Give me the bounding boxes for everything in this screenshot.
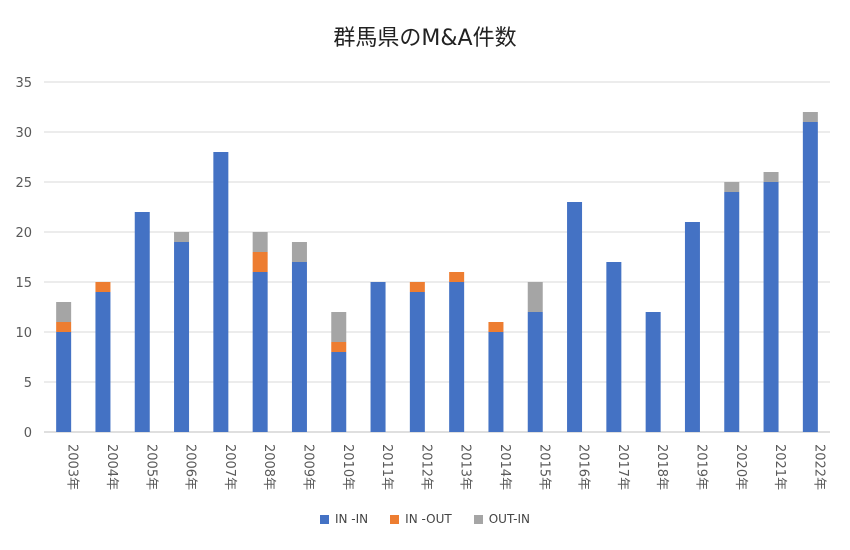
bar-in-in — [724, 192, 740, 432]
x-tick-label: 2018年 — [654, 444, 669, 490]
bar-in-out — [95, 282, 111, 292]
x-tick-label: 2006年 — [183, 444, 198, 490]
bar-in-in — [252, 272, 268, 432]
x-tick-label: 2010年 — [340, 444, 355, 490]
bar-in-in — [56, 332, 72, 432]
bar-in-in — [527, 312, 543, 432]
y-tick-label: 35 — [15, 76, 32, 91]
x-tick-label: 2015年 — [536, 444, 551, 490]
bar-in-in — [645, 312, 661, 432]
bar-out-in — [724, 182, 740, 192]
y-tick-label: 15 — [15, 276, 32, 291]
bar-in-in — [134, 212, 150, 432]
bar-out-in — [763, 172, 779, 182]
bar-out-in — [252, 232, 268, 252]
bar-in-out — [331, 342, 347, 352]
legend-item: IN -IN — [319, 512, 369, 526]
x-tick-label: 2008年 — [261, 444, 276, 490]
bar-out-in — [291, 242, 307, 262]
x-tick-label: 2005年 — [143, 444, 158, 490]
legend-swatch — [319, 514, 329, 524]
x-tick-label: 2012年 — [418, 444, 433, 490]
x-tick-label: 2019年 — [693, 444, 708, 490]
x-tick-label: 2004年 — [104, 444, 119, 490]
bar-out-in — [802, 112, 818, 122]
y-tick-label: 30 — [15, 126, 32, 141]
bar-out-in — [527, 282, 543, 312]
bar-in-in — [606, 262, 622, 432]
bar-out-in — [331, 312, 347, 342]
y-tick-label: 5 — [24, 376, 32, 391]
bar-in-out — [409, 282, 425, 292]
bar-in-in — [802, 122, 818, 432]
bar-in-in — [409, 292, 425, 432]
y-tick-label: 10 — [15, 326, 32, 341]
bar-in-in — [213, 152, 229, 432]
y-tick-label: 25 — [15, 176, 32, 191]
bar-in-out — [252, 252, 268, 272]
x-tick-label: 2003年 — [65, 444, 80, 490]
legend-label: IN -OUT — [405, 512, 452, 526]
bar-in-in — [684, 222, 700, 432]
x-tick-label: 2014年 — [497, 444, 512, 490]
bar-in-out — [449, 272, 465, 282]
bar-in-out — [56, 322, 72, 332]
x-tick-label: 2016年 — [576, 444, 591, 490]
legend-item: IN -OUT — [390, 512, 452, 526]
bar-in-in — [488, 332, 504, 432]
x-tick-label: 2009年 — [300, 444, 315, 490]
legend-swatch — [473, 514, 483, 524]
x-tick-label: 2011年 — [379, 444, 394, 490]
bar-in-in — [331, 352, 347, 432]
bar-in-in — [567, 202, 583, 432]
x-tick-label: 2020年 — [733, 444, 748, 490]
bar-in-in — [449, 282, 465, 432]
chart-title: 群馬県のM&A件数 — [333, 26, 517, 51]
bar-in-out — [488, 322, 504, 332]
x-tick-label: 2007年 — [222, 444, 237, 490]
legend-label: IN -IN — [334, 512, 369, 526]
bar-out-in — [174, 232, 190, 242]
legend-item: OUT-IN — [473, 512, 531, 526]
legend-label: OUT-IN — [488, 512, 531, 526]
bar-in-in — [95, 292, 111, 432]
bar-in-in — [370, 282, 386, 432]
x-tick-label: 2021年 — [772, 444, 787, 490]
x-tick-label: 2017年 — [615, 444, 630, 490]
x-tick-label: 2013年 — [458, 444, 473, 490]
y-tick-label: 20 — [15, 226, 32, 241]
bar-in-in — [763, 182, 779, 432]
x-tick-label: 2022年 — [811, 444, 826, 490]
bar-in-in — [291, 262, 307, 432]
bar-in-in — [174, 242, 190, 432]
bar-out-in — [56, 302, 72, 322]
legend-swatch — [390, 514, 400, 524]
y-tick-label: 0 — [24, 426, 32, 441]
legend: IN -IN IN -OUT OUT-IN — [0, 512, 850, 526]
